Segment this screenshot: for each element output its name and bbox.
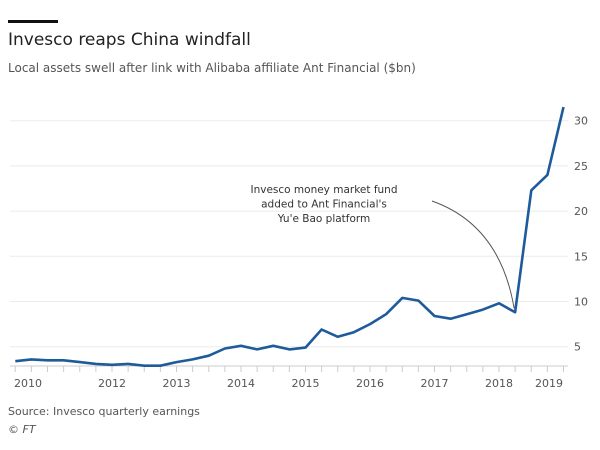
x-tick-label: 2012 (98, 377, 126, 390)
y-axis: 5 10 15 20 25 30 (574, 115, 588, 354)
annotation-text: Yu'e Bao platform (277, 213, 371, 225)
x-tick-label: 2010 (14, 377, 42, 390)
y-tick-label: 15 (574, 250, 588, 263)
gridlines (10, 120, 568, 348)
y-tick-label: 5 (574, 341, 581, 354)
annotation-connector (431, 200, 515, 309)
annotation: Invesco money market fund added to Ant Fi… (250, 184, 515, 309)
x-tick-label: 2015 (292, 377, 320, 390)
series (15, 106, 565, 368)
x-axis: 2010 2012 2013 2014 2015 2016 2017 2018 2019 (10, 365, 568, 390)
annotation-text: Invesco money market fund (250, 184, 397, 196)
y-tick-label: 10 (574, 296, 588, 309)
annotation-text: added to Ant Financial's (261, 199, 387, 211)
chart-subtitle: Local assets swell after link with Aliba… (8, 61, 416, 75)
y-tick-label: 25 (574, 160, 588, 173)
source-note: Source: Invesco quarterly earnings (8, 405, 200, 418)
y-tick-label: 30 (574, 115, 588, 128)
x-tick-label: 2014 (227, 377, 255, 390)
x-tick-label: 2013 (163, 377, 191, 390)
header-rule (8, 20, 58, 23)
x-tick-label: 2017 (421, 377, 449, 390)
chart-title: Invesco reaps China windfall (8, 30, 251, 50)
credit: © FT (8, 423, 36, 436)
x-tick-label: 2016 (356, 377, 384, 390)
y-tick-label: 20 (574, 205, 588, 218)
x-tick-label: 2019 (535, 377, 563, 390)
x-tick-label: 2018 (485, 377, 513, 390)
series-line (15, 106, 565, 368)
